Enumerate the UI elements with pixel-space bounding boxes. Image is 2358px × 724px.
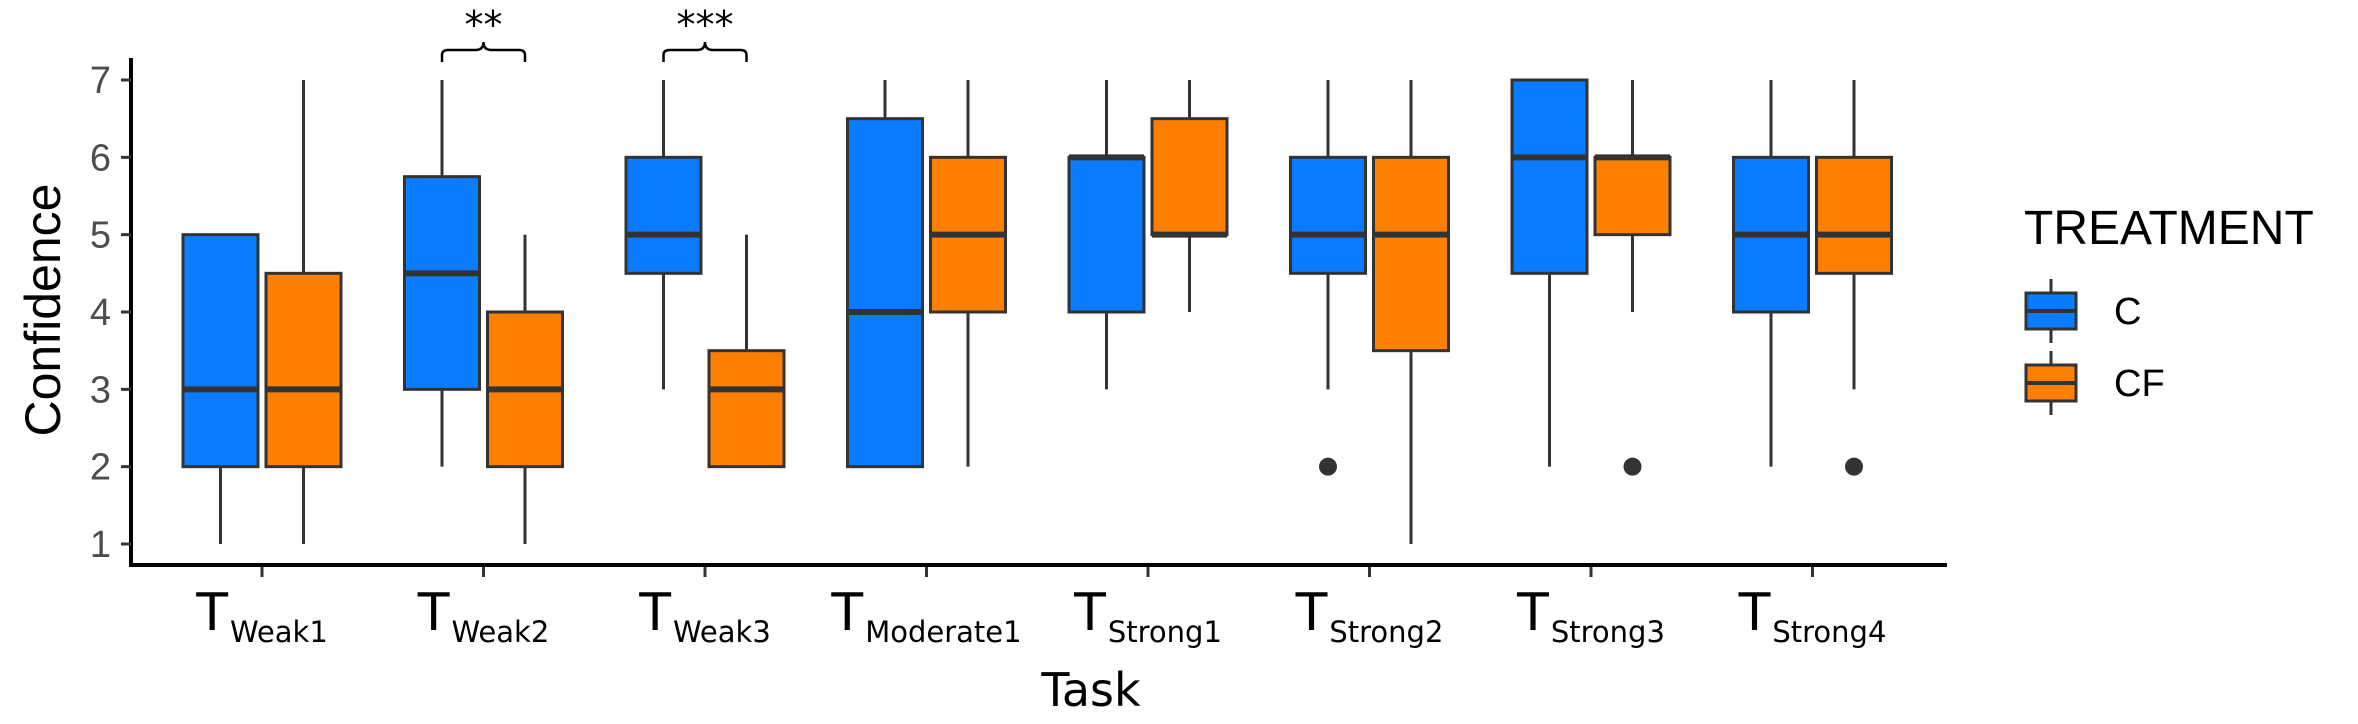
outlier-point: [1623, 457, 1642, 476]
box-cf-0: [264, 80, 343, 544]
box-cf-4: [1150, 80, 1229, 312]
legend-title: TREATMENT: [2024, 202, 2314, 255]
box-c-1: [403, 80, 481, 467]
x-tick-label: TStrong4: [1738, 583, 1887, 649]
y-tick-label: 7: [90, 60, 111, 102]
box-cf-5: [1372, 80, 1450, 544]
legend-item-c: C: [2024, 279, 2141, 343]
x-tick-label: TWeak1: [195, 583, 328, 649]
x-axis-title: Task: [1040, 663, 1141, 717]
x-tick-label: TWeak2: [417, 583, 550, 649]
box-cf-7: [1815, 80, 1893, 476]
x-tick-label: TWeak3: [638, 583, 771, 649]
box-c-7: [1732, 80, 1810, 467]
significance-label: ***: [677, 3, 734, 47]
x-tick-label: TStrong1: [1073, 583, 1222, 649]
box-iqr: [1510, 78, 1589, 275]
box-c-3: [846, 80, 924, 469]
legend-item-cf: CF: [2024, 351, 2165, 415]
y-tick-label: 1: [90, 524, 111, 566]
x-ticks: TWeak1 TWeak2 TWeak3 TModerate1 TStrong1 TStr…: [195, 567, 1886, 649]
box-iqr: [624, 155, 703, 275]
box-c-0: [181, 233, 260, 544]
box-cf-3: [929, 80, 1007, 467]
box-c-6: [1510, 78, 1589, 467]
y-tick-label: 3: [90, 369, 111, 411]
y-axis-title: Confidence: [15, 184, 71, 437]
box-iqr: [1067, 155, 1146, 314]
box-cf-2: [707, 234, 786, 469]
y-tick-label: 6: [90, 137, 111, 179]
box-iqr: [707, 349, 786, 469]
box-iqr: [181, 233, 260, 469]
significance-bracket: [662, 41, 748, 62]
legend-label: CF: [2114, 363, 2165, 405]
legend-label: C: [2114, 291, 2141, 333]
box-iqr: [403, 175, 481, 391]
box-iqr: [846, 117, 924, 469]
axes: [129, 58, 1947, 567]
outlier-point: [1845, 457, 1863, 476]
box-cf-6: [1593, 80, 1672, 476]
y-tick-label: 5: [90, 215, 111, 257]
y-ticks: 1 2 3 4 5 6 7: [90, 60, 131, 566]
box-iqr: [1150, 117, 1229, 237]
box-iqr: [264, 271, 343, 469]
x-tick-label: TStrong2: [1295, 583, 1444, 649]
significance-label: **: [465, 3, 503, 47]
box-c-2: [624, 80, 703, 390]
y-tick-label: 2: [90, 447, 111, 489]
significance-bracket: [440, 41, 527, 62]
box-iqr: [1815, 155, 1893, 275]
box-iqr: [1372, 155, 1450, 353]
legend: TREATMENT C CF: [2024, 202, 2314, 415]
x-tick-label: TModerate1: [830, 583, 1021, 649]
box-c-4: [1067, 80, 1146, 390]
box-cf-1: [486, 234, 564, 544]
x-tick-label: TStrong3: [1516, 583, 1665, 649]
boxes: [181, 78, 1893, 544]
significance-annotations: ** ***: [440, 3, 748, 62]
y-tick-label: 4: [90, 292, 111, 334]
outlier-point: [1319, 457, 1337, 476]
box-c-5: [1289, 80, 1367, 476]
box-iqr: [1593, 155, 1672, 237]
box-iqr: [1289, 155, 1367, 275]
